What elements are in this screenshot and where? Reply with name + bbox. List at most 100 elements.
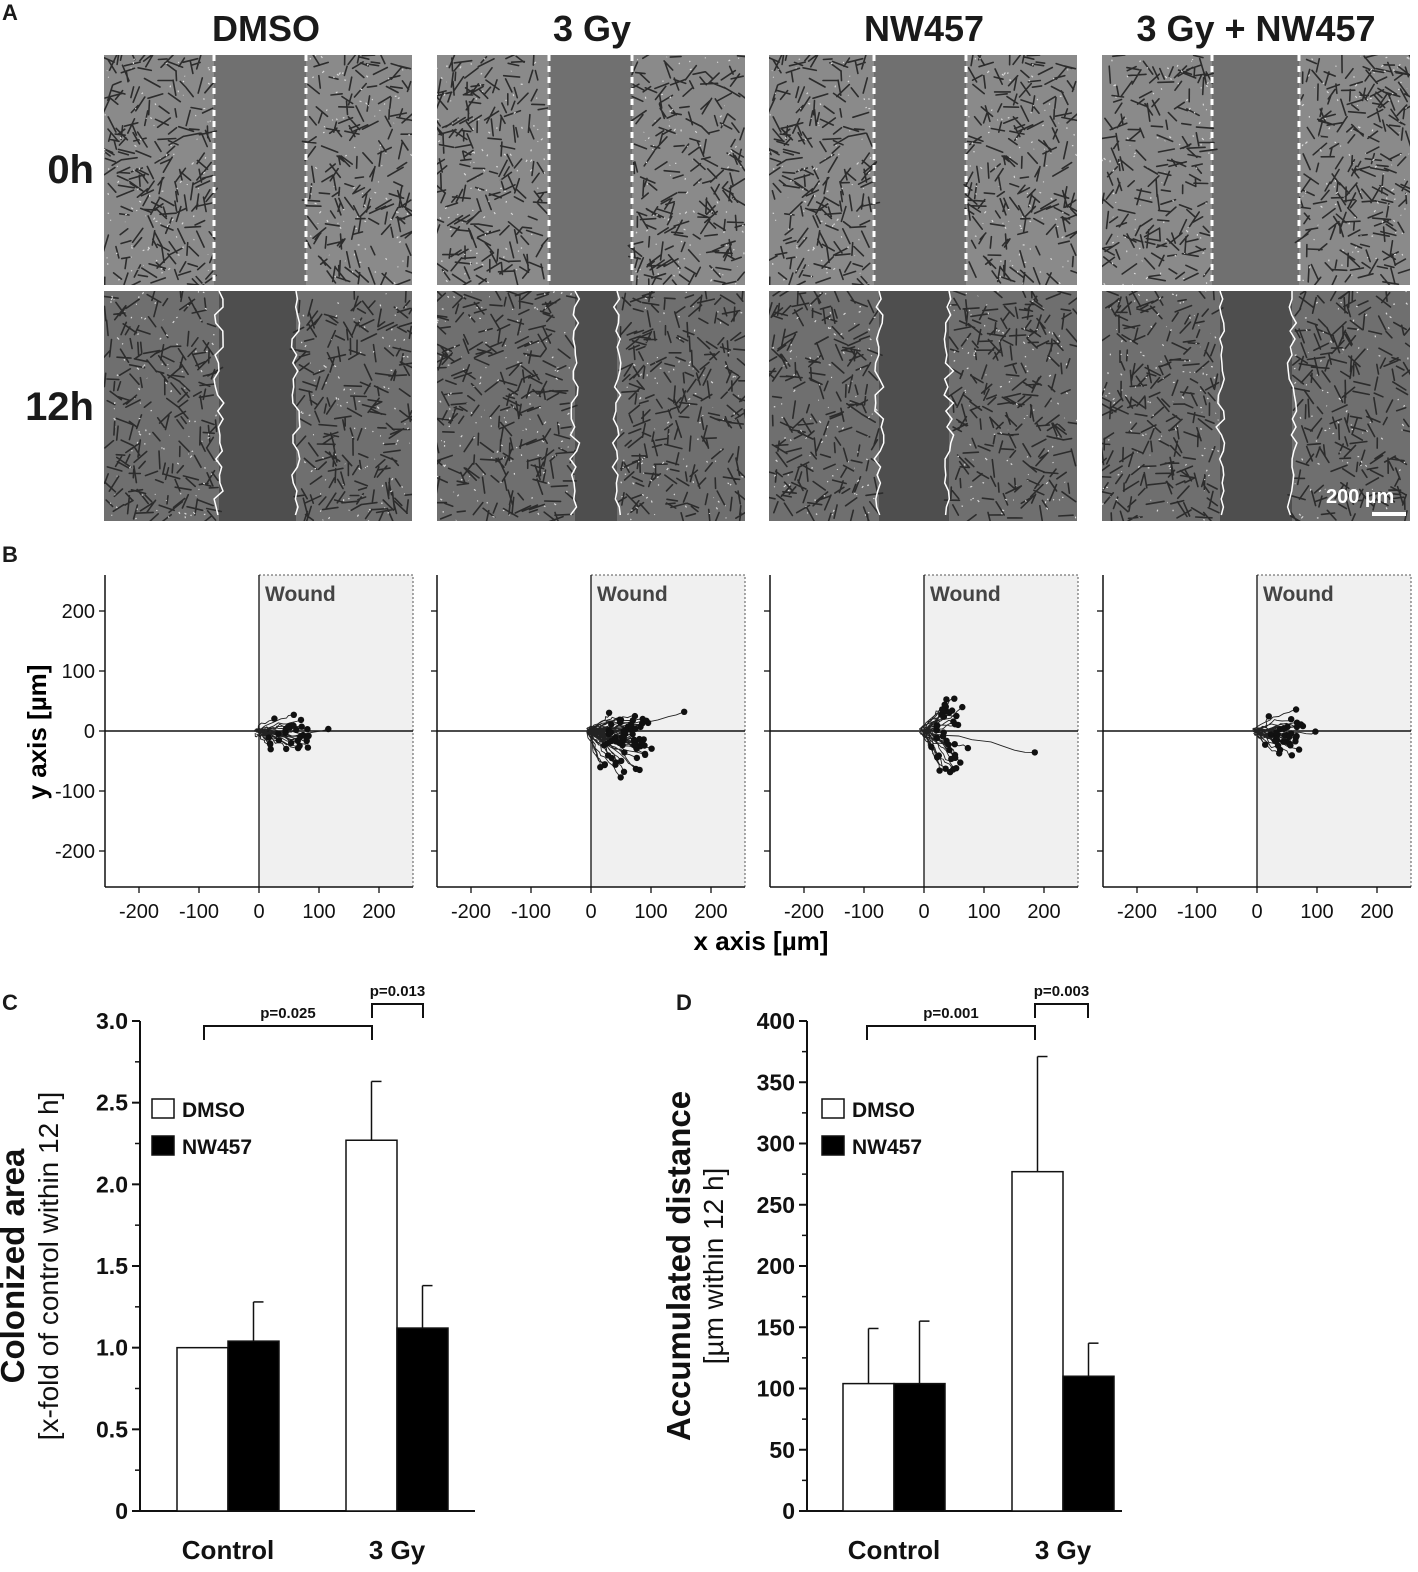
y-tick-label: 200	[62, 601, 95, 623]
legend-swatch-dmso	[821, 1098, 845, 1119]
trajectory-endpoint	[948, 707, 956, 714]
x-tick-label: -100	[179, 901, 219, 923]
trajectory-endpoint	[951, 695, 958, 702]
micrograph-image	[769, 291, 1077, 521]
x-axis-label: x axis [µm]	[694, 926, 829, 956]
trajectory-endpoint	[952, 754, 959, 761]
trajectory-endpoint	[325, 725, 332, 733]
micrograph-3gy-nw457-0h	[1102, 55, 1410, 285]
x-tick-label: 200	[694, 901, 727, 923]
trajectory-endpoint	[1286, 733, 1293, 740]
bar-nw457-3gy	[1062, 1375, 1115, 1512]
x-tick-label: 0	[585, 901, 596, 923]
significance-bracket	[203, 1025, 373, 1040]
trajectory-endpoint	[1031, 749, 1039, 756]
trajectory-endpoint	[943, 696, 950, 703]
trajectory-endpoint	[638, 720, 646, 727]
micrograph-image	[104, 55, 412, 285]
trajectory-endpoint	[946, 746, 953, 754]
x-tick-label: -200	[784, 901, 824, 923]
panel-letter-c: C	[2, 990, 18, 1015]
trajectory-endpoint	[597, 764, 604, 771]
cell-texture-light	[437, 56, 745, 285]
trajectory-endpoint	[629, 730, 636, 738]
panel-letter-a: A	[2, 0, 18, 25]
wound-front-outline	[569, 291, 581, 516]
trajectory-endpoint	[290, 722, 297, 729]
trajectory-endpoint	[298, 723, 305, 730]
trajectory-endpoint	[959, 703, 966, 711]
y-axis-title: Accumulated distance	[660, 1091, 697, 1441]
legend-swatch-nw457	[821, 1135, 845, 1156]
trajectory-endpoint	[1287, 742, 1294, 749]
trajectory-endpoint	[297, 733, 304, 740]
cell-texture-dark	[1102, 291, 1410, 521]
scale-bar-label: 200 µm	[1326, 486, 1395, 508]
y-tick-label: 100	[757, 1376, 795, 1402]
trajectory-endpoint	[939, 706, 946, 713]
wound-label: Wound	[930, 583, 1001, 606]
trajectory-endpoint	[936, 767, 943, 774]
trajectory-endpoint	[933, 722, 941, 729]
scale-bar	[1372, 512, 1406, 516]
trajectory-endpoint	[618, 757, 625, 765]
micrograph-image	[437, 291, 745, 521]
y-tick-label: 2.5	[96, 1090, 128, 1116]
bar-dmso-3gy	[345, 1139, 398, 1512]
trajectory-plots: y axis [µm] x axis [µm] Wound -200 -100 0 10…	[22, 574, 1412, 956]
trajectory-endpoint	[1292, 706, 1300, 713]
wound-label: Wound	[597, 583, 668, 606]
bar-dmso-3gy	[1011, 1170, 1064, 1512]
trajectory-endpoint	[633, 754, 641, 762]
trajectory-endpoint	[1312, 728, 1319, 735]
y-tick-label: 150	[757, 1314, 795, 1340]
trajectory-endpoint	[304, 726, 311, 733]
trajectory-endpoint	[303, 735, 310, 742]
x-tick-label: -200	[451, 901, 491, 923]
x-tick-label: 100	[302, 901, 335, 923]
trajectory-endpoint	[1293, 732, 1300, 740]
wound-front-outline	[873, 291, 885, 516]
wound-front-outline	[1215, 291, 1226, 516]
cell-texture-light	[1102, 55, 1410, 285]
wound-front-outline	[943, 291, 955, 516]
y-axis-label: y axis [µm]	[22, 665, 52, 800]
trajectory-endpoint	[631, 741, 638, 748]
trajectory-endpoint	[608, 721, 615, 728]
wound-gap	[874, 55, 966, 285]
wound-gap	[879, 291, 949, 521]
trajectory-endpoint	[943, 737, 950, 744]
trajectory-endpoint	[638, 739, 646, 746]
trajectory-endpoint	[304, 744, 312, 751]
trajectory-endpoint	[619, 733, 626, 741]
y-tick-label: 0	[782, 1498, 795, 1524]
wound-gap	[549, 55, 632, 285]
y-tick-label: 400	[757, 1008, 795, 1034]
wound-label: Wound	[1263, 583, 1334, 606]
trajectory-endpoint	[608, 754, 615, 762]
trajectory-endpoint	[275, 737, 283, 744]
y-tick-label: 0	[84, 721, 95, 743]
significance-bracket	[866, 1025, 1036, 1040]
trajectory-endpoint	[681, 708, 688, 715]
significance-bracket	[1034, 1003, 1089, 1018]
wound-gap	[214, 55, 306, 285]
trajectory-endpoint	[941, 701, 948, 708]
trajectory-endpoint	[641, 750, 649, 758]
trajectory-endpoint	[601, 742, 608, 749]
y-axis-subtitle: [µm within 12 h]	[698, 1168, 729, 1365]
trajectory-endpoint	[1273, 729, 1280, 736]
trajectory-endpoint	[275, 730, 282, 737]
accumulated-distance-chart: 0 50 100 150 200 250 300 350 400 Control 3 Gy DMSO N…	[660, 983, 1122, 1565]
x-tick-label: 100	[1300, 901, 1333, 923]
x-tick-label: 200	[1360, 901, 1393, 923]
p-value-label: p=0.013	[370, 983, 425, 1000]
micrograph-3gy-nw457-12h	[1102, 291, 1410, 521]
trajectory-endpoint	[605, 709, 613, 716]
trajectory-endpoint	[933, 734, 940, 742]
trajectory-endpoint	[934, 754, 941, 761]
p-value-label: p=0.025	[260, 1005, 315, 1022]
p-value-label: p=0.003	[1034, 983, 1089, 1000]
legend-label-dmso: DMSO	[852, 1099, 915, 1122]
row-label-0h: 0h	[47, 148, 94, 192]
